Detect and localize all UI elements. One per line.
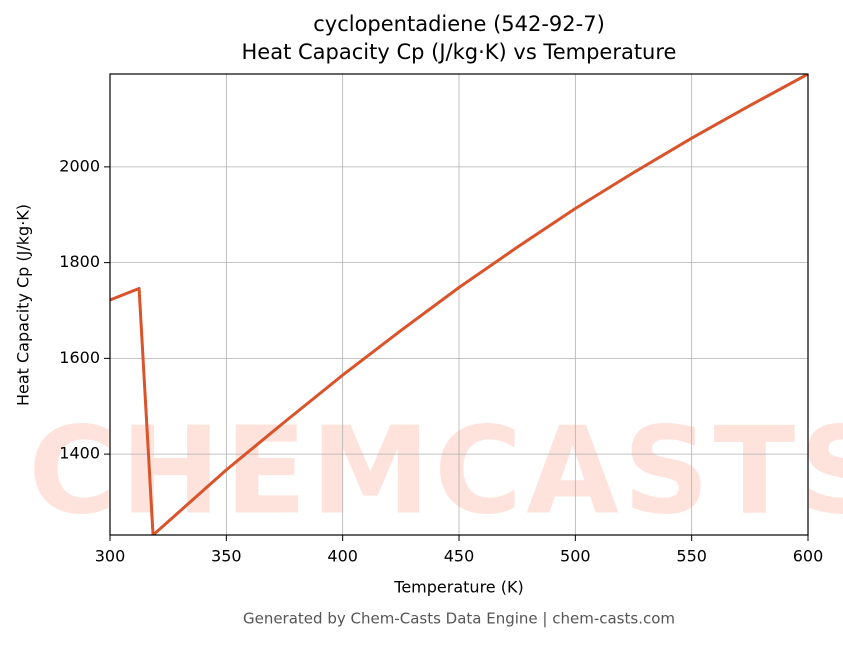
y-tick-label: 1400 <box>59 444 100 463</box>
x-tick-label: 600 <box>793 547 824 566</box>
x-tick-label: 500 <box>560 547 591 566</box>
plot-frame <box>109 73 809 536</box>
y-tick-label: 2000 <box>59 156 100 175</box>
x-tick-label: 550 <box>676 547 707 566</box>
x-tick-label: 400 <box>327 547 358 566</box>
x-tick-label: 300 <box>95 547 126 566</box>
x-tick-label: 350 <box>211 547 242 566</box>
y-axis-label: Heat Capacity Cp (J/kg·K) <box>14 204 33 406</box>
chart-title: cyclopentadiene (542-92-7) <box>313 12 605 36</box>
footer: Generated by Chem-Casts Data Engine | ch… <box>243 610 675 628</box>
watermark: CHEMCASTS <box>28 403 843 542</box>
x-axis-label: Temperature (K) <box>393 578 523 597</box>
x-tick-label: 450 <box>444 547 475 566</box>
y-tick-label: 1600 <box>59 348 100 367</box>
data-line <box>110 74 808 535</box>
y-tick-label: 1800 <box>59 252 100 271</box>
chart-subtitle: Heat Capacity Cp (J/kg·K) vs Temperature <box>242 40 677 64</box>
